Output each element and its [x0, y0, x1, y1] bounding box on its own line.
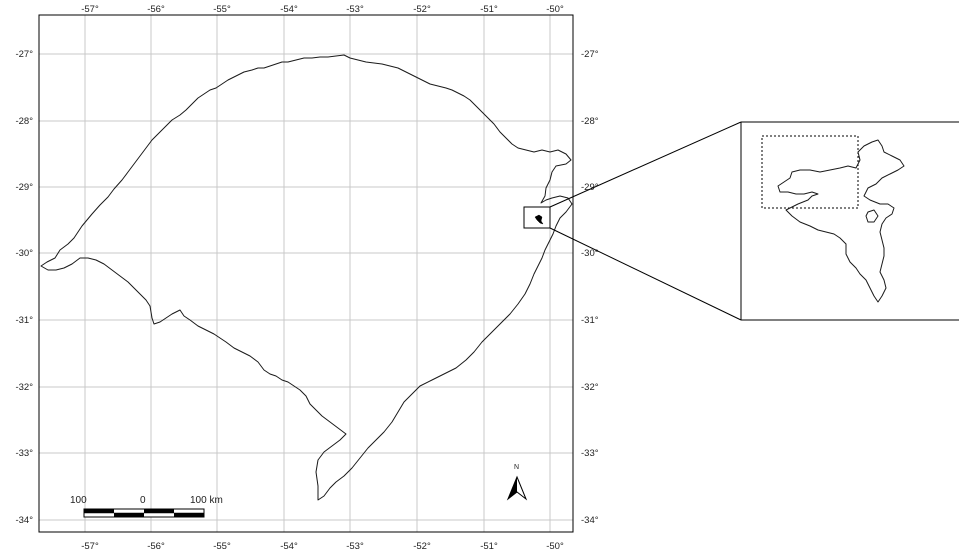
longitude-tick-label: -56°: [147, 4, 165, 15]
latitude-labels-right: -27° -28° -29° -30° -31° -32° -33° -34°: [581, 49, 599, 526]
north-arrow-icon: N: [506, 464, 528, 501]
longitude-tick-label: -50°: [546, 4, 564, 15]
latitude-tick-label: -31°: [581, 315, 599, 326]
latitude-tick-label: -34°: [581, 515, 599, 526]
inset-extent-box: [761, 135, 859, 209]
latitude-tick-label: -34°: [15, 515, 33, 526]
latitude-tick-label: -28°: [15, 116, 33, 127]
longitude-tick-label: -55°: [213, 4, 231, 15]
longitude-labels-bottom: -57° -56° -55° -54° -53° -52° -51° -50°: [81, 541, 564, 552]
latitude-labels-left: -27° -28° -29° -30° -31° -32° -33° -34°: [15, 49, 33, 526]
latitude-tick-label: -29°: [15, 182, 33, 193]
longitude-tick-label: -54°: [280, 541, 298, 552]
scale-right-label: 100 km: [190, 495, 223, 506]
latitude-tick-label: -29°: [581, 182, 599, 193]
longitude-tick-label: -57°: [81, 4, 99, 15]
study-area-marker: [534, 214, 544, 225]
longitude-tick-label: -54°: [280, 4, 298, 15]
longitude-tick-label: -52°: [413, 4, 431, 15]
longitude-tick-label: -55°: [213, 541, 231, 552]
latitude-tick-label: -27°: [15, 49, 33, 60]
longitude-tick-label: -51°: [480, 541, 498, 552]
longitude-tick-label: -50°: [546, 541, 564, 552]
latitude-tick-label: -30°: [15, 248, 33, 259]
inset-island-outline: [865, 209, 879, 223]
scale-mid-label: 0: [140, 495, 146, 506]
graticule-grid: [39, 15, 573, 532]
longitude-tick-label: -53°: [346, 541, 364, 552]
scale-left-label: 100: [70, 495, 87, 506]
state-outline: [40, 54, 573, 501]
latitude-tick-label: -33°: [581, 448, 599, 459]
longitude-tick-label: -51°: [480, 4, 498, 15]
latitude-tick-label: -30°: [581, 248, 599, 259]
longitude-tick-label: -57°: [81, 541, 99, 552]
north-label: N: [514, 464, 519, 471]
latitude-tick-label: -28°: [581, 116, 599, 127]
map-frame: [38, 14, 574, 533]
longitude-tick-label: -56°: [147, 541, 165, 552]
scale-bar: 100 0 100 km: [70, 495, 223, 518]
inset-region-outline: [777, 139, 905, 303]
latitude-tick-label: -32°: [581, 382, 599, 393]
longitude-tick-label: -53°: [346, 4, 364, 15]
inset-connector-bottom: [549, 227, 742, 321]
latitude-tick-label: -32°: [15, 382, 33, 393]
longitude-tick-label: -52°: [413, 541, 431, 552]
inset-connector-top: [549, 121, 742, 208]
longitude-labels-top: -57° -56° -55° -54° -53° -52° -51° -50°: [81, 4, 564, 15]
latitude-tick-label: -33°: [15, 448, 33, 459]
inset-frame: [740, 121, 959, 321]
study-area-box: [523, 206, 551, 229]
latitude-tick-label: -27°: [581, 49, 599, 60]
latitude-tick-label: -31°: [15, 315, 33, 326]
